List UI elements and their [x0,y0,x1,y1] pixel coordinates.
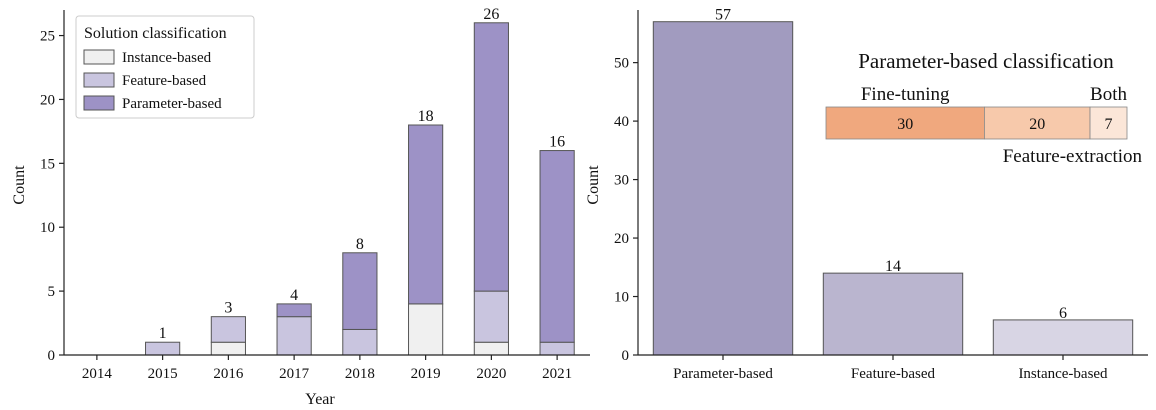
inset-segment-fine-tuning [825,106,985,140]
total-label-2017: 4 [290,287,298,304]
inset-value-feature-extraction: 20 [1029,116,1045,133]
inset-value-fine-tuning: 30 [897,116,913,133]
bar-feature-based-2021 [539,341,575,356]
legend-swatch-feature-based [83,72,115,88]
inset-label-fine-tuning: Fine-tuning [861,84,950,105]
total-label-2020: 26 [483,6,499,23]
bar-parameter-based-2018 [342,252,378,330]
x-tick-label-feature-based: Feature-based [851,366,936,382]
legend-swatch-parameter-based [83,95,115,111]
legend-label-instance-based: Instance-based [122,50,212,66]
bar-feature-based-2020 [473,290,509,343]
legend-label-parameter-based: Parameter-based [122,96,222,112]
left-x-axis-label: Year [305,391,335,408]
bar-instance-based-2019 [408,303,444,356]
bar-parameter-based-2019 [408,124,444,305]
x-tick-label-instance-based: Instance-based [1018,366,1108,382]
inset-label-feature-extraction: Feature-extraction [1003,146,1143,167]
inset-parameter-based-classification: Parameter-based classification 30 Fine-tu… [825,49,1143,167]
legend-entries: Instance-based Feature-based Parameter-bas… [83,49,222,112]
legend-label-feature-based: Feature-based [122,73,207,89]
y-tick-label-5: 5 [48,284,56,300]
left-axes [63,10,590,356]
x-tick-label-2020: 2020 [476,366,506,382]
legend-box [75,15,255,119]
bar-feature-based-2018 [342,328,378,356]
total-label-2019: 18 [418,108,434,125]
bar-parameter-based-2017 [276,303,312,318]
y-tick-label-10: 10 [614,290,629,306]
value-label-instance-based: 6 [1059,305,1067,322]
x-tick-label-2017: 2017 [279,366,310,382]
y-tick-label-10: 10 [40,220,55,236]
bar-parameter-based-2021 [539,150,575,343]
inset-bars: 30 Fine-tuning 20 Feature-extraction 7 Both [825,84,1143,167]
total-label-2015: 1 [159,325,167,342]
value-label-parameter-based: 57 [715,7,731,24]
y-tick-label-15: 15 [40,156,55,172]
inset-segment-feature-extraction [984,106,1091,140]
bar-feature-based [822,272,964,356]
total-label-2018: 8 [356,236,364,253]
x-tick-label-2016: 2016 [213,366,244,382]
y-tick-label-0: 0 [48,348,56,364]
legend: Solution classification Instance-based Fe… [75,15,255,119]
bar-feature-based-2015 [145,341,181,356]
right-value-labels: 57 14 6 [715,7,1067,322]
bar-instance-based [992,319,1134,356]
x-tick-label-2021: 2021 [542,366,572,382]
bar-feature-based-2016 [210,316,246,343]
total-label-2021: 16 [549,134,565,151]
value-label-feature-based: 14 [885,258,901,275]
inset-segment-both [1089,106,1128,140]
inset-label-both: Both [1090,84,1127,105]
x-tick-label-parameter-based: Parameter-based [673,366,773,382]
left-y-tick-labels: 0 5 10 15 20 25 [40,29,64,364]
x-tick-label-2018: 2018 [345,366,375,382]
inset-value-both: 7 [1105,116,1113,133]
x-tick-label-2015: 2015 [148,366,178,382]
right-y-axis-label: Count [585,165,602,205]
right-y-tick-labels: 0 10 20 30 40 50 [614,56,638,364]
bar-feature-based-2017 [276,316,312,356]
left-bars [145,22,575,356]
bar-instance-based-2020 [473,341,509,356]
y-tick-label-40: 40 [614,114,629,130]
y-tick-label-50: 50 [614,56,629,72]
bar-instance-based-2016 [210,341,246,356]
legend-swatch-instance-based [83,49,115,65]
left-x-tick-labels: 2014 2015 2016 2017 2018 2019 2020 2021 [82,355,572,382]
left-y-axis-label: Count [11,165,28,205]
y-tick-label-25: 25 [40,29,55,45]
y-tick-label-0: 0 [622,348,630,364]
right-x-tick-labels: Parameter-based Feature-based Instance-bas… [673,355,1108,382]
y-tick-label-20: 20 [614,231,629,247]
total-label-2016: 3 [224,300,232,317]
left-total-labels: 1 3 4 8 18 26 16 [159,6,566,342]
bar-parameter-based [652,21,794,356]
y-tick-label-20: 20 [40,92,55,108]
inset-title: Parameter-based classification [858,49,1114,73]
bar-parameter-based-2020 [473,22,509,292]
bar-chart-by-solution: 57 14 6 Parameter-based Feature-based Instan… [585,7,1148,382]
x-tick-label-2019: 2019 [411,366,441,382]
y-tick-label-30: 30 [614,173,629,189]
legend-title: Solution classification [84,25,227,42]
x-tick-label-2014: 2014 [82,366,113,382]
